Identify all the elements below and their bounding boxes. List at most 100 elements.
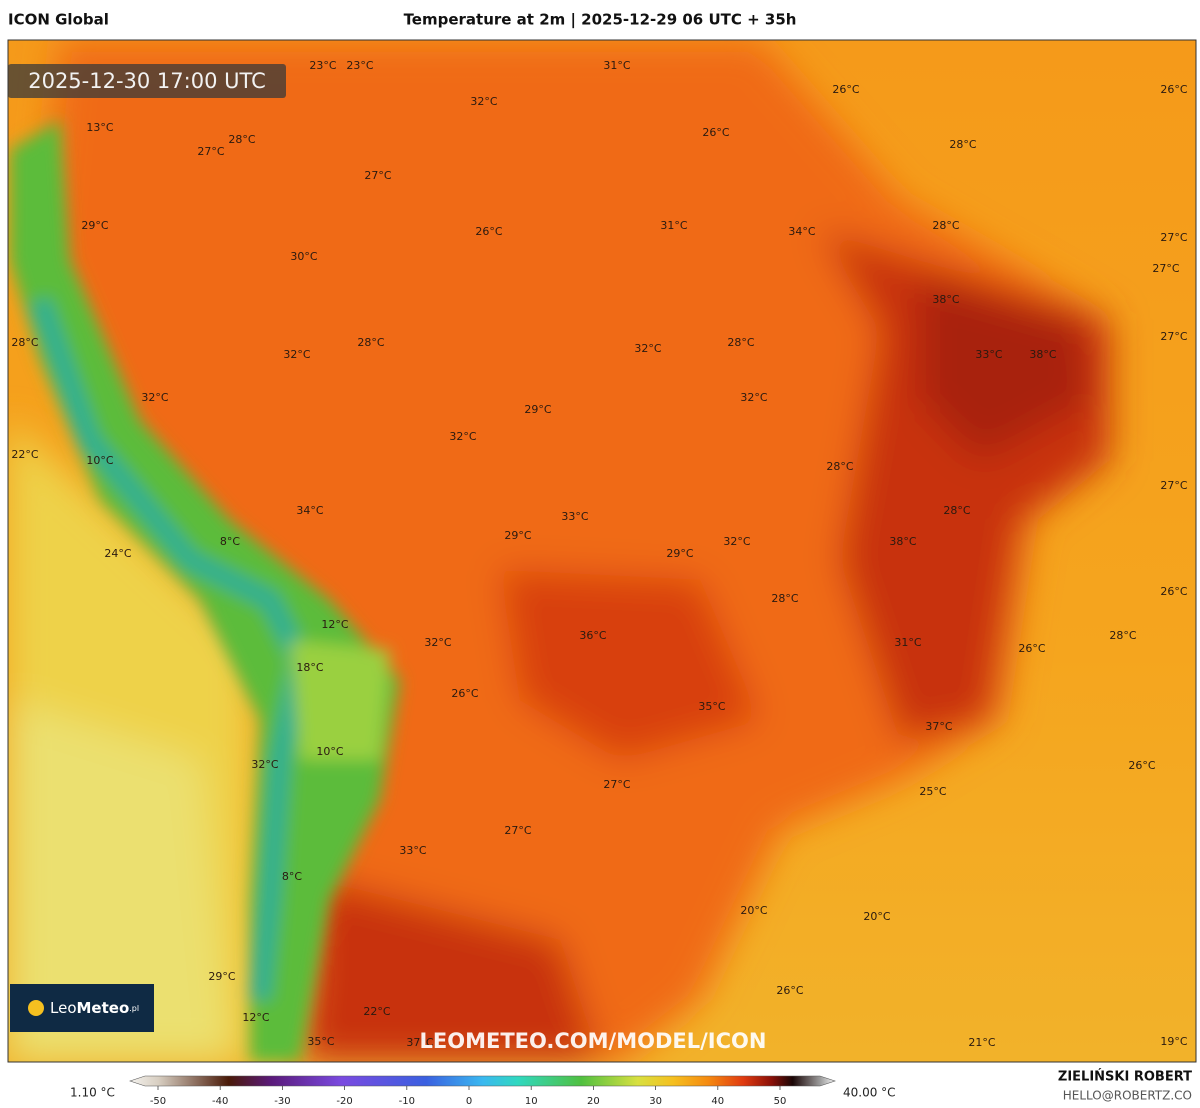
temperature-label: 26°C (702, 126, 729, 139)
temperature-label: 36°C (579, 629, 606, 642)
temperature-label: 23°C (346, 59, 373, 72)
temperature-label: 33°C (561, 510, 588, 523)
temperature-label: 29°C (666, 547, 693, 560)
temperature-label: 29°C (81, 219, 108, 232)
temperature-label: 26°C (475, 225, 502, 238)
temperature-label: 37°C (925, 720, 952, 733)
temperature-label: 27°C (1160, 330, 1187, 343)
temperature-label: 38°C (932, 293, 959, 306)
temperature-label: 26°C (832, 83, 859, 96)
temperature-label: 32°C (723, 535, 750, 548)
temperature-label: 32°C (740, 391, 767, 404)
temperature-label: 32°C (449, 430, 476, 443)
temperature-label: 31°C (660, 219, 687, 232)
valid-time: 2025-12-30 17:00 UTC (28, 69, 266, 93)
temperature-label: 26°C (776, 984, 803, 997)
temperature-label: 27°C (364, 169, 391, 182)
temperature-label: 37°C (406, 1036, 433, 1049)
temperature-label: 31°C (603, 59, 630, 72)
temperature-label: 22°C (363, 1005, 390, 1018)
temperature-label: 28°C (932, 219, 959, 232)
colorbar-tick-label: -50 (150, 1096, 166, 1107)
temperature-label: 33°C (399, 844, 426, 857)
colorbar-tick-label: -10 (399, 1096, 415, 1107)
temperature-label: 28°C (949, 138, 976, 151)
temperature-label: 35°C (307, 1035, 334, 1048)
colorbar-min: 1.10 °C (70, 1086, 115, 1100)
logo-name-bold: Meteo (77, 999, 130, 1017)
temperature-label: 27°C (504, 824, 531, 837)
temperature-label: 28°C (228, 133, 255, 146)
watermark: LEOMETEO.COM/MODEL/ICON (420, 1029, 767, 1053)
temperature-label: 10°C (86, 454, 113, 467)
temperature-label: 27°C (1160, 231, 1187, 244)
map-title: Temperature at 2m | 2025-12-29 06 UTC + … (404, 11, 797, 30)
temperature-label: 32°C (141, 391, 168, 404)
temperature-label: 28°C (771, 592, 798, 605)
temperature-label: 29°C (504, 529, 531, 542)
temperature-label: 32°C (470, 95, 497, 108)
temperature-label: 8°C (220, 535, 240, 548)
temperature-label: 24°C (104, 547, 131, 560)
temperature-label: 20°C (863, 910, 890, 923)
temperature-label: 25°C (919, 785, 946, 798)
author-email: HELLO@ROBERTZ.CO (1063, 1089, 1192, 1103)
colorbar-tick-label: 30 (649, 1096, 662, 1107)
temperature-label: 19°C (1160, 1035, 1187, 1048)
temperature-label: 8°C (282, 870, 302, 883)
temperature-label: 26°C (1128, 759, 1155, 772)
colorbar-tick-label: 40 (711, 1096, 724, 1107)
colorbar-tick-label: -30 (274, 1096, 290, 1107)
temperature-label: 31°C (894, 636, 921, 649)
temperature-label: 34°C (296, 504, 323, 517)
temperature-label: 21°C (968, 1036, 995, 1049)
colorbar-tick-label: 10 (525, 1096, 538, 1107)
temperature-label: 38°C (889, 535, 916, 548)
temperature-label: 32°C (424, 636, 451, 649)
temperature-label: 27°C (197, 145, 224, 158)
temperature-label: 22°C (11, 448, 38, 461)
model-name: ICON Global (8, 11, 109, 29)
temperature-label: 35°C (698, 700, 725, 713)
temperature-label: 26°C (1018, 642, 1045, 655)
temperature-label: 28°C (826, 460, 853, 473)
colorbar-gradient (129, 1075, 836, 1087)
temperature-label: 12°C (242, 1011, 269, 1024)
colorbar-tick-label: -20 (336, 1096, 352, 1107)
logo-text: LeoMeteo.pl (50, 999, 139, 1017)
temperature-label: 28°C (943, 504, 970, 517)
temperature-field (8, 40, 1196, 1062)
temperature-label: 32°C (251, 758, 278, 771)
colorbar-tick-label: 50 (774, 1096, 787, 1107)
temperature-label: 18°C (296, 661, 323, 674)
temperature-label: 28°C (1109, 629, 1136, 642)
colorbar-tick-label: 20 (587, 1096, 600, 1107)
map-labels: 23°C 23°C 31°C 32°C 26°C 26°C 13°C 28°C 26°C 27°C… (11, 59, 1187, 1049)
temperature-label: 26°C (1160, 83, 1187, 96)
colorbar-tick-label: 0 (466, 1096, 472, 1107)
temperature-label: 34°C (788, 225, 815, 238)
temperature-label: 38°C (1029, 348, 1056, 361)
temperature-label: 20°C (740, 904, 767, 917)
temperature-label: 27°C (1152, 262, 1179, 275)
colorbar-max: 40.00 °C (843, 1086, 896, 1100)
logo-name: Leo (50, 999, 77, 1017)
temperature-label: 26°C (451, 687, 478, 700)
temperature-label: 10°C (316, 745, 343, 758)
map-frame (7, 39, 1197, 1063)
temperature-label: 27°C (1160, 479, 1187, 492)
temperature-label: 27°C (603, 778, 630, 791)
temperature-label: 33°C (975, 348, 1002, 361)
temperature-label: 23°C (309, 59, 336, 72)
temperature-label: 32°C (634, 342, 661, 355)
colorbar-tick-label: -40 (212, 1096, 228, 1107)
temperature-label: 28°C (357, 336, 384, 349)
valid-time-box (8, 64, 286, 98)
logo-sun (28, 1000, 44, 1016)
temperature-label: 28°C (11, 336, 38, 349)
temperature-label: 30°C (290, 250, 317, 263)
temperature-label: 12°C (321, 618, 348, 631)
author-name: ZIELIŃSKI ROBERT (1058, 1069, 1192, 1085)
